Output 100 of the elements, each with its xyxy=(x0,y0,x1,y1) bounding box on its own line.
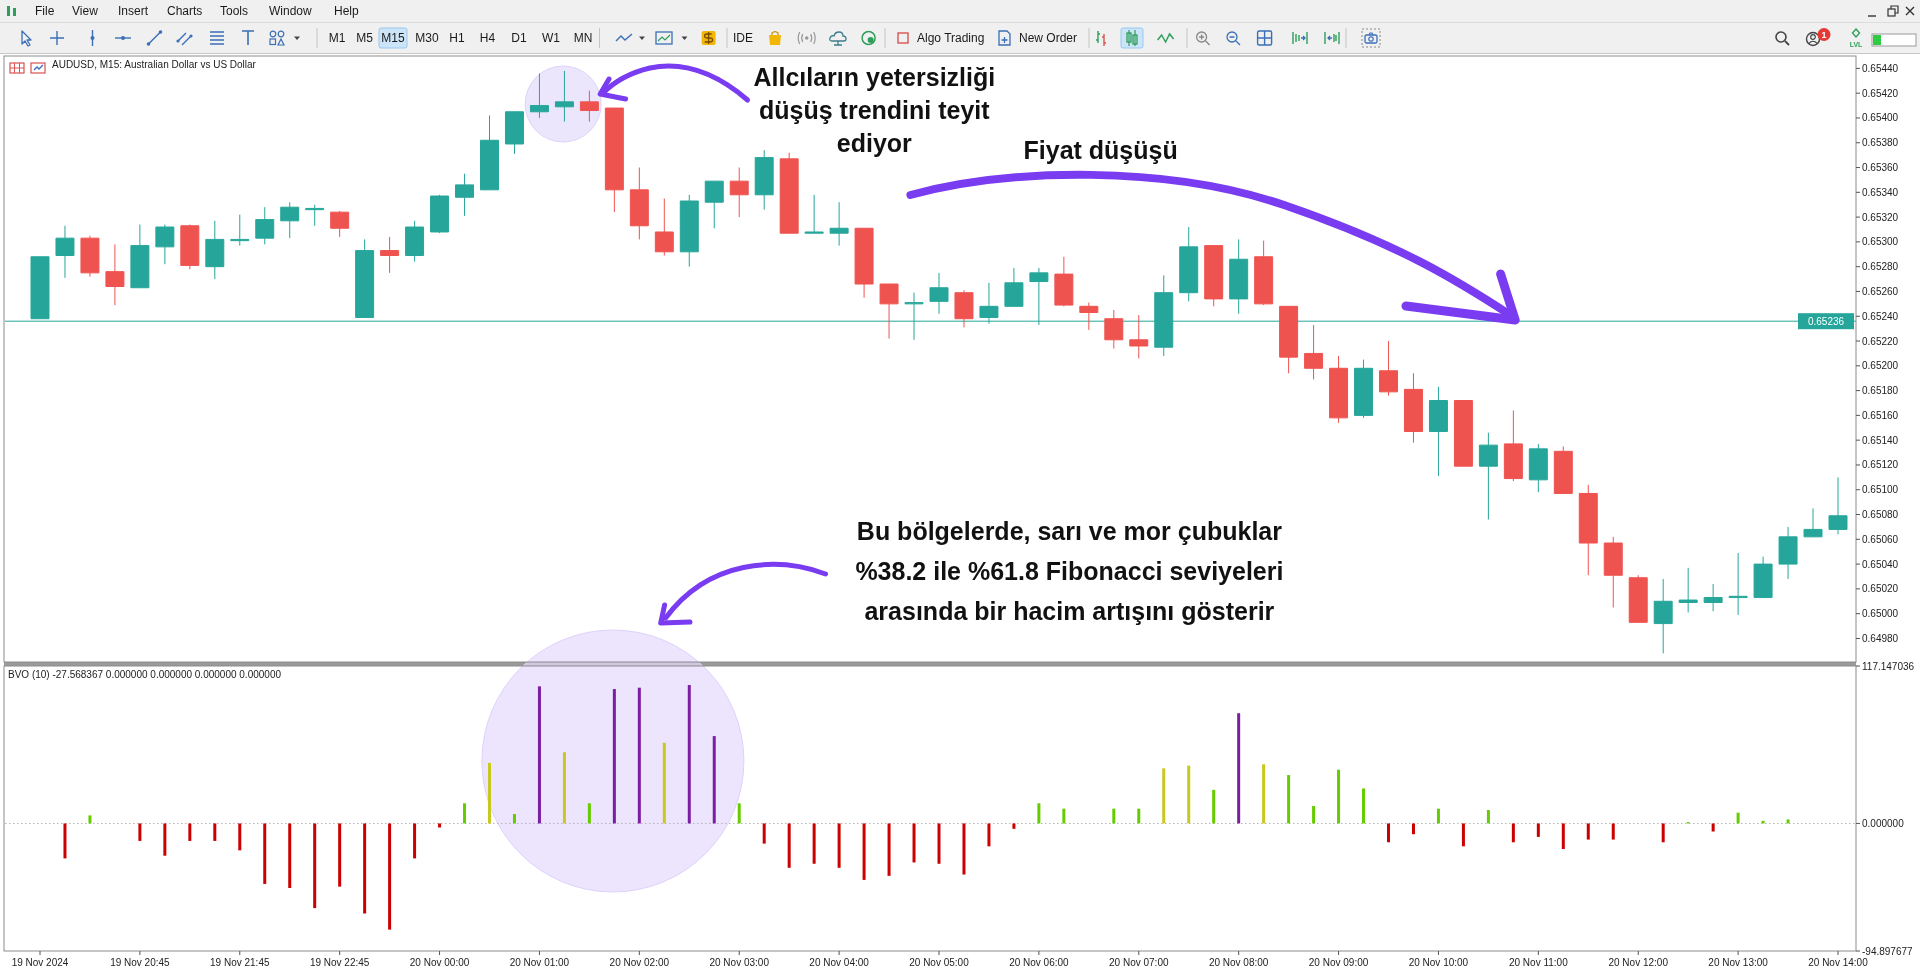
y-tick-label: 0.65060 xyxy=(1862,533,1899,545)
text: New Order xyxy=(1019,31,1078,45)
candlestick xyxy=(1279,305,1299,374)
candlestick xyxy=(1703,583,1723,612)
x-tick-label: 20 Nov 09:00 xyxy=(1308,957,1369,968)
candlestick xyxy=(1379,340,1398,397)
bar xyxy=(1362,788,1366,824)
y-tick-label: 0.65360 xyxy=(1862,162,1899,174)
candlestick xyxy=(1503,409,1523,482)
bar xyxy=(1561,823,1565,849)
y-tick-label: -94.897677 xyxy=(1862,945,1914,957)
bar xyxy=(1012,823,1016,829)
bar xyxy=(762,823,766,844)
candlestick xyxy=(1528,443,1548,493)
candlestick xyxy=(829,201,849,247)
bar xyxy=(238,823,242,851)
bar xyxy=(1187,765,1191,824)
bar xyxy=(937,823,941,864)
y-tick-label: 0.65240 xyxy=(1862,310,1899,322)
candlestick xyxy=(230,214,250,247)
x-tick-label: 20 Nov 05:00 xyxy=(909,957,970,968)
candlestick xyxy=(1104,309,1124,349)
bar xyxy=(313,823,317,909)
x-tick-label: 20 Nov 10:00 xyxy=(1408,957,1469,968)
candlestick xyxy=(554,70,574,123)
bar xyxy=(887,823,891,876)
candlestick xyxy=(1204,245,1224,307)
x-tick-label: 19 Nov 21:45 xyxy=(210,957,270,968)
bar xyxy=(812,823,816,864)
text: Window xyxy=(269,4,313,18)
candlestick xyxy=(255,206,275,245)
bar xyxy=(737,803,741,824)
annotation: Fiyat düşüşü xyxy=(1023,136,1178,164)
candlestick xyxy=(1179,226,1199,302)
text: H4 xyxy=(479,31,496,45)
y-tick-label: 0.65300 xyxy=(1862,236,1899,248)
y-tick-label: 0.65280 xyxy=(1862,261,1899,273)
bar xyxy=(1112,808,1116,824)
bar xyxy=(1312,805,1316,824)
chart-title: BVO (10) -27.568367 0.000000 0.000000 0.000000 0.000000 xyxy=(8,669,282,680)
candlestick xyxy=(280,201,300,239)
candlestick xyxy=(854,227,874,299)
y-tick-label: 0.65020 xyxy=(1862,583,1899,595)
bar xyxy=(488,762,491,824)
text: M1 xyxy=(328,31,346,45)
candlestick xyxy=(929,272,949,315)
candlestick xyxy=(1728,552,1748,616)
bar xyxy=(63,823,67,859)
candlestick xyxy=(1403,372,1423,444)
candlestick xyxy=(629,167,649,240)
y-tick-label: 0.65140 xyxy=(1862,434,1899,446)
bar xyxy=(962,823,966,875)
candlestick xyxy=(1778,526,1798,580)
x-tick-label: 20 Nov 12:00 xyxy=(1608,957,1669,968)
x-tick-label: 20 Nov 04:00 xyxy=(809,957,870,968)
bar xyxy=(837,823,841,868)
candlestick xyxy=(305,204,325,227)
y-tick-label: 0.65040 xyxy=(1862,558,1899,570)
candlestick xyxy=(130,224,150,289)
x-tick-label: 20 Nov 01:00 xyxy=(509,957,570,968)
candlestick xyxy=(1304,324,1324,380)
candlestick xyxy=(455,173,475,217)
y-tick-label: 0.65340 xyxy=(1862,186,1899,198)
bar xyxy=(1337,769,1341,824)
bar xyxy=(1062,808,1066,824)
y-tick-label: 0.65220 xyxy=(1862,335,1899,347)
candlestick xyxy=(330,210,350,238)
candlestick xyxy=(504,111,524,155)
y-tick-label: 0.65320 xyxy=(1862,211,1899,223)
text: M5 xyxy=(356,31,374,45)
bar xyxy=(413,823,417,859)
candlestick xyxy=(30,256,50,320)
text: Help xyxy=(334,4,360,18)
ref-line-label: 0.65236 xyxy=(1807,315,1845,327)
candlestick xyxy=(654,198,674,257)
text: M30 xyxy=(415,31,439,45)
y-tick-label: 0.65200 xyxy=(1862,360,1899,372)
x-tick-label: 19 Nov 20:45 xyxy=(110,957,171,968)
y-tick-label: 0.65420 xyxy=(1862,87,1899,99)
candlestick xyxy=(1828,476,1848,535)
candlestick xyxy=(430,194,450,234)
bar xyxy=(1287,775,1291,824)
text: File xyxy=(35,4,55,18)
bar xyxy=(1586,823,1590,840)
x-tick-label: 20 Nov 02:00 xyxy=(609,957,670,968)
bar xyxy=(388,823,392,930)
bar xyxy=(188,823,192,841)
candlestick xyxy=(1329,355,1349,424)
bar xyxy=(1661,823,1665,843)
candlestick xyxy=(679,194,699,268)
candlestick xyxy=(779,152,799,234)
y-tick-label: 0.65100 xyxy=(1862,484,1899,496)
x-tick-label: 19 Nov 2024 xyxy=(11,957,69,968)
candlestick xyxy=(1678,567,1698,613)
x-tick-label: 20 Nov 07:00 xyxy=(1109,957,1169,968)
bar xyxy=(213,823,217,841)
y-tick-label: 117.147036 xyxy=(1862,660,1915,672)
y-tick-label: 0.65120 xyxy=(1862,459,1899,471)
bar xyxy=(612,689,616,824)
candlestick xyxy=(1753,556,1773,599)
